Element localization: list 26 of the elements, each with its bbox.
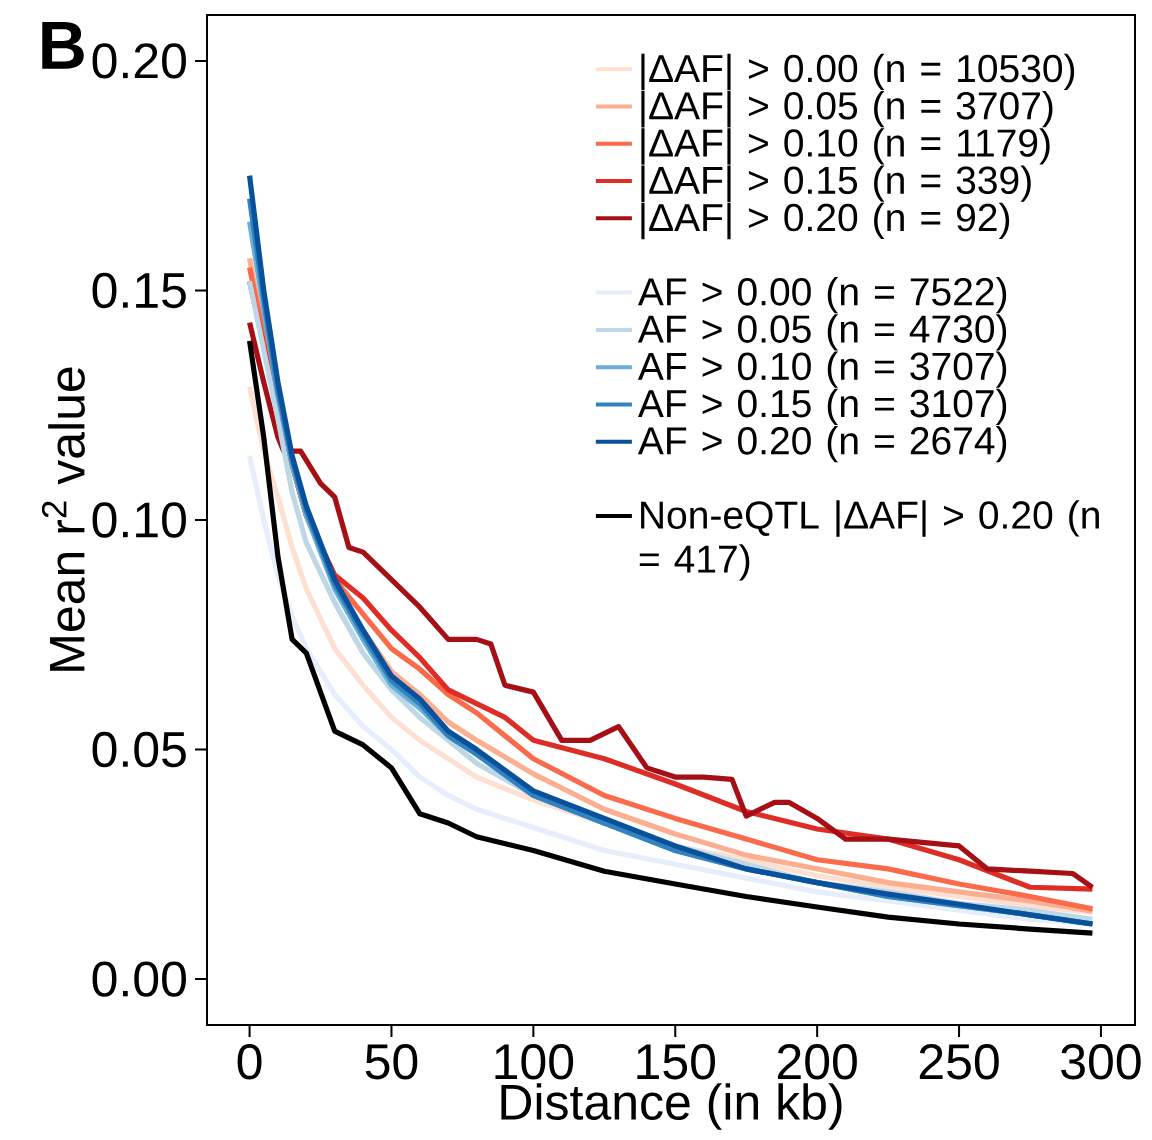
y-tick-label: 0.00 [92, 961, 186, 997]
legend-label: |ΔAF| > 0.10 (n = 1179) [641, 128, 1050, 165]
text: B [42, 22, 84, 69]
legend-label: |ΔAF| > 0.05 (n = 3707) [641, 90, 1053, 128]
y-axis-title: Mean r$^{2}$ value [41, 367, 85, 671]
legend-label: AF > 0.10 (n = 3707) [637, 351, 1007, 388]
x-tick-label: 0 [237, 1044, 262, 1080]
legend-label: AF > 0.00 (n = 7522) [637, 276, 1007, 314]
y-tick-label: 0.20 [92, 43, 186, 79]
legend-label: Non-eQTL |ΔAF| > 0.20 (n = 417) [639, 500, 1099, 581]
y-tick-label: 0.10 [92, 502, 186, 538]
legend-label: AF > 0.20 (n = 2674) [637, 426, 1007, 463]
x-axis-title: Distance (in kb) [501, 1083, 842, 1130]
x-tick-label: 100 [495, 1044, 574, 1080]
legend-label: |ΔAF| > 0.15 (n = 339) [641, 165, 1031, 202]
x-tick-label: 50 [365, 1044, 418, 1080]
legend-label: |ΔAF| > 0.00 (n = 10530) [641, 53, 1075, 91]
x-tick-label: 150 [637, 1044, 715, 1080]
legend-label: |ΔAF| > 0.20 (n = 92) [641, 202, 1010, 240]
y-tick-label: 0.05 [92, 731, 186, 768]
y-tick-label: 0.15 [92, 272, 186, 309]
x-tick-label: 300 [1061, 1044, 1141, 1080]
legend-label: AF > 0.05 (n = 4730) [637, 314, 1007, 351]
x-tick-label: 250 [919, 1044, 999, 1080]
legend-label: AF > 0.15 (n = 3107) [637, 388, 1007, 426]
x-tick-label: 200 [777, 1044, 857, 1080]
